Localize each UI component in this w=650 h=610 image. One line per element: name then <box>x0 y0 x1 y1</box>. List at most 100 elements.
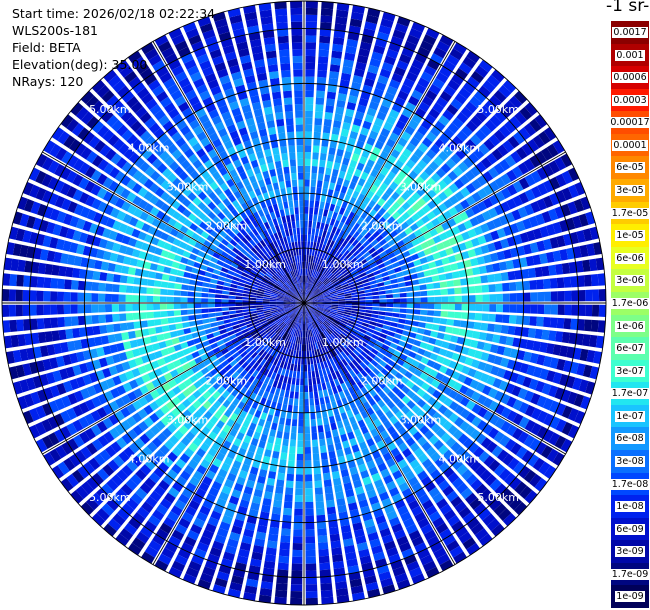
range-gate-cell <box>415 218 425 228</box>
range-gate-cell <box>396 16 411 27</box>
range-gate-cell <box>341 65 353 75</box>
range-gate-cell <box>572 246 582 259</box>
range-gate-cell <box>340 72 352 82</box>
range-gate-cell <box>360 228 368 237</box>
range-gate-cell <box>392 261 400 269</box>
range-gate-cell <box>421 392 432 402</box>
range-gate-cell <box>64 316 72 327</box>
range-gate-cell <box>321 313 328 318</box>
range-gate-cell <box>470 115 483 128</box>
range-gate-cell <box>352 260 360 267</box>
range-gate-cell <box>91 315 100 324</box>
range-gate-cell <box>454 404 465 416</box>
range-gate-cell <box>459 420 470 432</box>
range-gate-cell <box>518 192 530 204</box>
range-gate-cell <box>306 343 309 351</box>
range-gate-cell <box>549 192 560 206</box>
range-gate-cell <box>402 361 411 370</box>
range-gate-cell <box>426 290 435 296</box>
range-gate-cell <box>442 239 452 249</box>
range-gate-cell <box>365 309 373 314</box>
range-gate-cell <box>375 188 385 198</box>
range-gate-cell <box>341 283 349 289</box>
range-gate-cell <box>342 315 350 320</box>
range-gate-cell <box>314 200 320 209</box>
range-gate-cell <box>317 383 323 392</box>
range-gate-cell <box>306 255 309 263</box>
range-gate-cell <box>502 140 515 153</box>
range-gate-cell <box>410 326 418 333</box>
range-gate-cell <box>412 285 420 291</box>
range-gate-cell <box>331 267 338 274</box>
range-gate-cell <box>365 299 373 303</box>
range-gate-cell <box>443 397 454 408</box>
range-gate-cell <box>351 303 359 306</box>
range-gate-cell <box>330 175 337 184</box>
range-gate-cell <box>467 312 476 320</box>
range-gate-cell <box>582 334 591 347</box>
range-gate-cell <box>430 172 441 183</box>
range-gate-cell <box>228 303 236 307</box>
range-gate-cell <box>428 160 440 172</box>
range-gate-cell <box>366 327 375 334</box>
range-gate-cell <box>360 248 368 256</box>
range-gate-cell <box>387 331 396 337</box>
range-gate-cell <box>438 115 450 127</box>
range-gate-cell <box>425 149 437 160</box>
range-gate-cell <box>399 292 407 298</box>
range-gate-cell <box>292 542 303 551</box>
range-gate-cell <box>293 515 303 523</box>
range-gate-cell <box>379 307 387 312</box>
range-gate-cell <box>295 350 299 358</box>
range-gate-cell <box>432 346 441 354</box>
range-gate-cell <box>146 295 154 303</box>
range-gate-cell <box>428 83 442 95</box>
range-gate-cell <box>423 270 432 277</box>
range-gate-cell <box>493 89 507 103</box>
range-gate-cell <box>92 270 101 281</box>
range-gate-cell <box>411 394 421 404</box>
range-gate-cell <box>500 420 512 433</box>
range-gate-cell <box>289 391 295 399</box>
range-gate-cell <box>64 279 72 290</box>
range-gate-cell <box>51 330 60 342</box>
range-gate-cell <box>364 205 373 214</box>
range-gate-cell <box>114 264 123 273</box>
range-gate-cell <box>430 330 439 338</box>
range-gate-cell <box>307 291 313 298</box>
range-gate-cell <box>72 328 81 339</box>
range-gate-cell <box>310 255 314 263</box>
range-gate-cell <box>228 307 236 311</box>
range-gate-cell <box>535 151 547 165</box>
range-gate-cell <box>453 214 463 225</box>
range-gate-cell <box>210 278 218 284</box>
range-gate-cell <box>554 156 567 171</box>
range-gate-cell <box>515 315 524 325</box>
range-gate-cell <box>337 306 345 310</box>
range-gate-cell <box>338 264 345 271</box>
range-gate-cell <box>208 312 216 318</box>
range-gate-cell <box>570 318 579 331</box>
range-gate-cell <box>341 317 349 323</box>
range-gate-cell <box>402 348 411 356</box>
range-gate-cell <box>347 254 355 262</box>
range-gate-cell <box>308 283 312 291</box>
range-gate-cell <box>516 292 524 302</box>
range-gate-cell <box>317 304 325 307</box>
range-gate-cell <box>435 167 447 179</box>
range-gate-cell <box>387 269 396 275</box>
range-gate-cell <box>127 266 136 276</box>
range-gate-cell <box>380 368 389 376</box>
range-gate-cell <box>445 272 453 280</box>
range-gate-cell <box>418 278 426 285</box>
range-gate-cell <box>493 431 505 444</box>
range-gate-cell <box>167 317 176 324</box>
range-gate-cell <box>408 232 417 241</box>
range-gate-cell <box>332 320 340 326</box>
range-gate-cell <box>312 145 320 153</box>
range-gate-cell <box>228 310 237 315</box>
range-gate-cell <box>332 280 340 286</box>
range-gate-cell <box>386 48 399 59</box>
range-gate-cell <box>413 291 421 297</box>
range-gate-cell <box>514 111 527 125</box>
